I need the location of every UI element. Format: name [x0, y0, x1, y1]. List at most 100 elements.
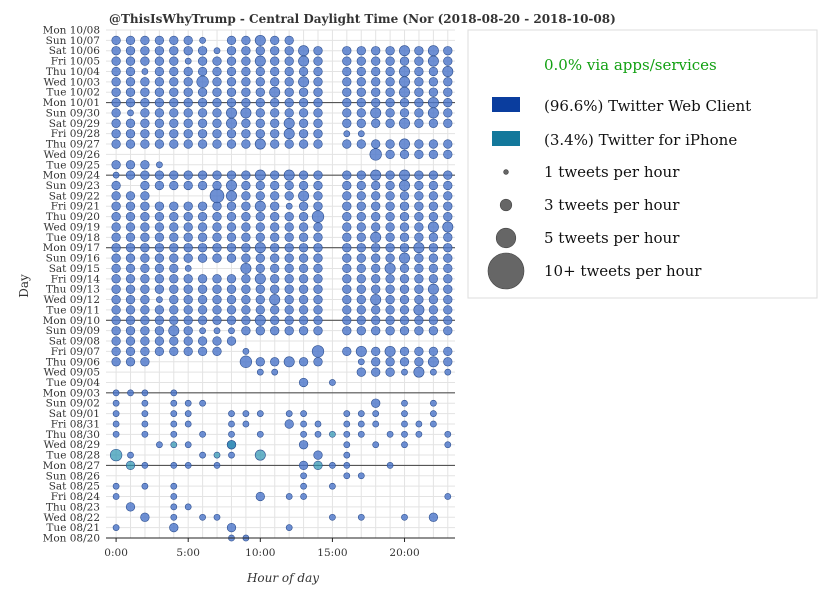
web-client-bubble	[401, 420, 408, 428]
chart-title: @ThisIsWhyTrump - Central Daylight Time …	[109, 12, 616, 26]
web-client-bubble	[154, 346, 165, 357]
web-client-bubble	[254, 169, 266, 181]
web-client-bubble	[385, 77, 395, 87]
web-client-bubble	[428, 326, 439, 336]
web-client-bubble	[226, 129, 237, 139]
web-client-bubble	[356, 56, 366, 66]
web-client-bubble	[284, 419, 294, 429]
web-client-bubble	[285, 493, 293, 500]
web-client-bubble	[430, 420, 437, 428]
web-client-bubble	[141, 462, 149, 469]
legend-size-3-marker	[499, 198, 513, 212]
web-client-bubble	[284, 315, 294, 325]
web-client-bubble	[154, 232, 165, 242]
web-client-bubble	[111, 108, 121, 118]
web-client-bubble	[140, 315, 150, 325]
web-client-bubble	[226, 201, 237, 211]
web-client-bubble	[140, 139, 150, 149]
y-tick-label: Sat 09/08	[49, 336, 100, 348]
web-client-bubble	[111, 87, 121, 97]
web-client-bubble	[255, 118, 265, 128]
web-client-bubble	[270, 170, 280, 180]
web-client-bubble	[213, 513, 221, 521]
web-client-bubble	[184, 410, 192, 417]
web-client-bubble	[427, 107, 439, 119]
web-client-bubble	[414, 108, 424, 118]
web-client-bubble	[342, 97, 352, 108]
web-client-bubble	[197, 97, 208, 108]
web-client-bubble	[342, 253, 352, 263]
web-client-bubble	[111, 253, 121, 263]
web-client-bubble	[385, 201, 395, 211]
web-client-bubble	[183, 97, 193, 108]
web-client-bubble	[385, 180, 395, 191]
web-client-bubble	[197, 294, 208, 305]
web-client-bubble	[356, 305, 366, 315]
legend-size-10-label: 10+ tweets per hour	[544, 262, 702, 280]
web-client-bubble	[111, 77, 121, 87]
web-client-bubble	[169, 222, 179, 232]
web-client-bubble	[140, 108, 150, 118]
web-client-bubble	[169, 305, 179, 315]
web-client-bubble	[183, 305, 193, 315]
web-client-bubble	[284, 284, 294, 294]
web-client-bubble	[183, 274, 193, 284]
web-client-bubble	[125, 56, 136, 66]
web-client-bubble	[385, 294, 395, 305]
web-client-bubble	[430, 368, 437, 376]
web-client-bubble	[313, 201, 323, 211]
web-client-bubble	[428, 243, 439, 253]
web-client-bubble	[270, 326, 280, 336]
web-client-bubble	[242, 410, 250, 417]
web-client-bubble	[284, 191, 294, 201]
web-client-bubble	[270, 66, 280, 77]
web-client-bubble	[184, 399, 192, 407]
web-client-bubble	[399, 97, 410, 108]
web-client-bubble	[241, 201, 251, 211]
web-client-bubble	[111, 263, 121, 274]
web-client-bubble	[125, 253, 136, 263]
web-client-bubble	[255, 357, 265, 367]
web-client-bubble	[168, 325, 180, 337]
web-client-bubble	[197, 346, 208, 357]
web-client-bubble	[197, 253, 208, 263]
web-client-bubble	[414, 211, 424, 222]
web-client-bubble	[240, 107, 252, 119]
web-client-bubble	[443, 139, 453, 149]
web-client-bubble	[414, 284, 424, 294]
web-client-bubble	[284, 294, 294, 305]
iphone-bubble	[109, 448, 123, 462]
web-client-bubble	[385, 87, 395, 97]
web-client-bubble	[298, 315, 309, 325]
web-client-bubble	[111, 222, 121, 232]
web-client-bubble	[183, 139, 193, 149]
web-client-bubble	[442, 221, 454, 233]
web-client-bubble	[241, 243, 251, 253]
web-client-bubble	[369, 148, 382, 161]
web-client-bubble	[241, 305, 251, 315]
web-client-bubble	[212, 139, 222, 149]
web-client-bubble	[414, 77, 424, 87]
web-client-bubble	[183, 294, 193, 305]
web-client-bubble	[298, 55, 310, 67]
web-client-bubble	[125, 263, 136, 274]
web-client-bubble	[254, 55, 266, 67]
web-client-bubble	[313, 232, 323, 242]
web-client-bubble	[284, 243, 294, 253]
web-client-bubble	[313, 180, 323, 191]
web-client-bubble	[270, 243, 280, 253]
web-client-bubble	[140, 294, 150, 305]
web-client-bubble	[371, 180, 381, 191]
web-client-bubble	[199, 327, 206, 335]
legend-iphone-swatch	[492, 131, 520, 146]
web-client-bubble	[140, 326, 150, 336]
web-client-bubble	[197, 66, 208, 77]
web-client-bubble	[254, 34, 266, 46]
web-client-bubble	[183, 211, 193, 222]
legend-iphone-label: (3.4%) Twitter for iPhone	[544, 131, 737, 149]
web-client-bubble	[197, 284, 208, 294]
web-client-bubble	[313, 274, 323, 284]
web-client-bubble	[414, 274, 424, 284]
web-client-bubble	[427, 97, 439, 109]
